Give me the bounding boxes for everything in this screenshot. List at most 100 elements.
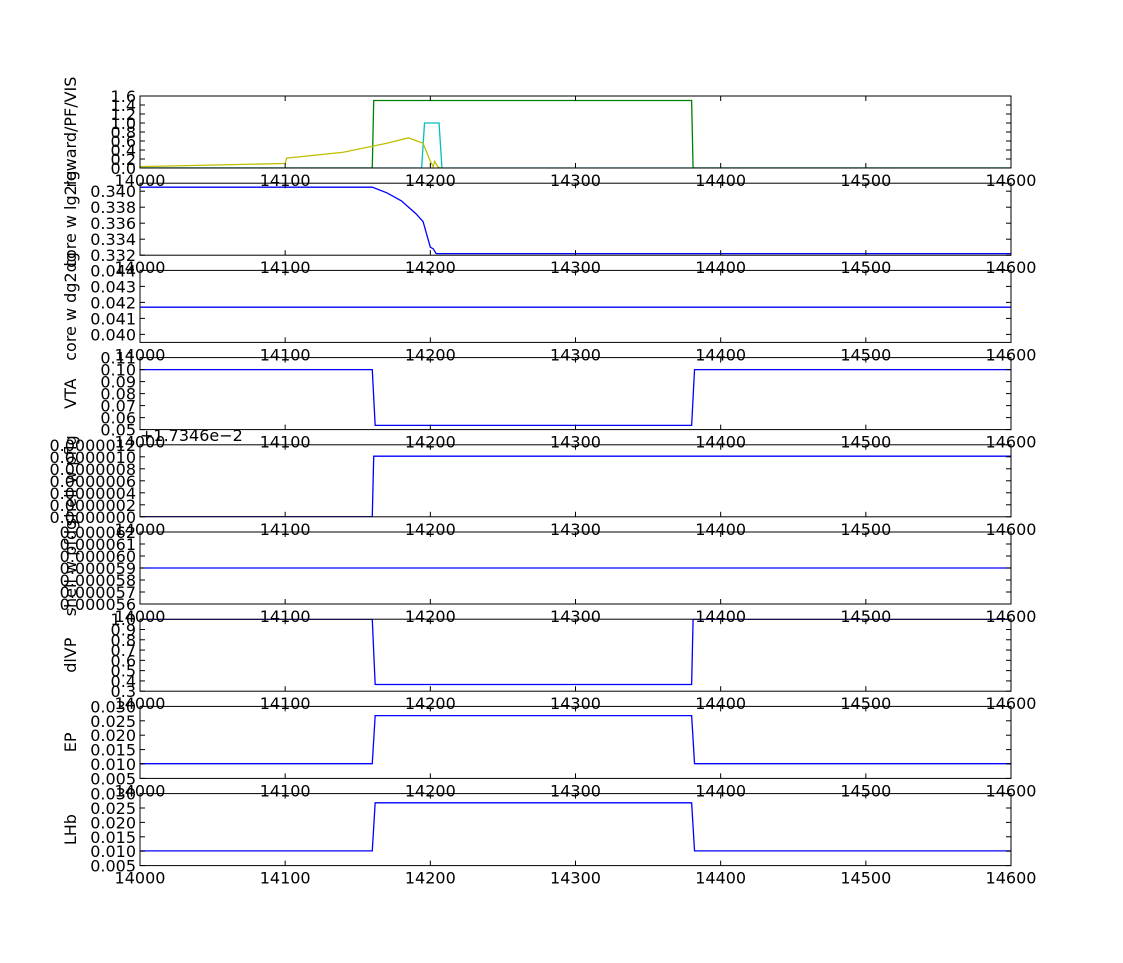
y-tick-label: 0.025 xyxy=(90,799,136,818)
x-tick-label: 14000 xyxy=(115,345,166,364)
subplot: 14000 14100 14200 14300 14400 14500 14600 0.040… xyxy=(61,252,1036,364)
y-tick-label: 0.334 xyxy=(90,230,136,249)
y-axis-label: core w dg2dg xyxy=(61,252,80,361)
subplot: 14000 14100 14200 14300 14400 14500 14600 0.005… xyxy=(61,697,1036,800)
y-tick-label: 0.8 xyxy=(111,123,136,142)
series-line-0 xyxy=(140,619,1011,686)
x-tick-label: 14100 xyxy=(260,520,311,539)
y-tick-label: 0.0000002 xyxy=(49,496,136,515)
x-tick-label: 14600 xyxy=(986,781,1037,800)
y-tick-label: 0.7 xyxy=(111,641,136,660)
y-tick-label: 0.0000004 xyxy=(49,484,136,503)
x-tick-label: 14200 xyxy=(405,258,456,277)
offset-label: +1.7346e−2 xyxy=(140,426,243,445)
y-tick-label: 0.6 xyxy=(111,651,136,670)
y-axis-label: core w lg2lg xyxy=(61,171,80,268)
x-tick-label: 14200 xyxy=(405,781,456,800)
x-tick-label: 14300 xyxy=(550,520,601,539)
x-tick-label: 14500 xyxy=(840,171,891,190)
x-tick-label: 14100 xyxy=(260,694,311,713)
series-line-0 xyxy=(140,99,1011,168)
y-tick-label: 0.8 xyxy=(111,631,136,650)
y-tick-label: 0.005 xyxy=(90,769,136,788)
x-tick-label: 14200 xyxy=(405,520,456,539)
x-tick-label: 14500 xyxy=(840,694,891,713)
y-tick-label: 0.000062 xyxy=(60,523,136,542)
y-axis-label: reward/PF/VIS xyxy=(61,77,80,188)
y-tick-label: 0.06 xyxy=(100,409,136,428)
series-line-2 xyxy=(140,137,441,168)
y-tick-label: 1.2 xyxy=(111,105,136,124)
x-tick-label: 14300 xyxy=(550,607,601,626)
x-tick-label: 14400 xyxy=(695,171,746,190)
y-tick-label: 0.010 xyxy=(90,755,136,774)
y-tick-label: 0.000059 xyxy=(60,559,136,578)
x-tick-label: 14000 xyxy=(115,171,166,190)
x-tick-label: 14600 xyxy=(986,345,1037,364)
y-tick-label: 0.11 xyxy=(100,349,136,368)
y-tick-label: 0.0000012 xyxy=(49,436,136,455)
x-tick-label: 14600 xyxy=(986,433,1037,452)
x-tick-label: 14600 xyxy=(986,520,1037,539)
y-tick-label: 0.020 xyxy=(90,813,136,832)
x-tick-label: 14000 xyxy=(115,607,166,626)
y-tick-label: 1.6 xyxy=(111,87,136,106)
y-tick-label: 0.05 xyxy=(100,421,136,440)
y-tick-label: 0.0000000 xyxy=(49,508,136,527)
subplot: 14000 14100 14200 14300 14400 14500 14600 0.332… xyxy=(61,171,1036,278)
y-tick-label: 0.340 xyxy=(90,182,136,201)
y-tick-label: 0.338 xyxy=(90,198,136,217)
axes-frame xyxy=(139,357,1012,431)
y-tick-label: 0.015 xyxy=(90,741,136,760)
x-tick-label: 14500 xyxy=(840,258,891,277)
x-tick-label: 14500 xyxy=(840,607,891,626)
y-tick-label: 0.4 xyxy=(111,141,136,160)
y-tick-label: 0.2 xyxy=(111,150,136,169)
x-tick-label: 14200 xyxy=(405,171,456,190)
y-tick-label: 0.000060 xyxy=(60,547,136,566)
x-tick-label: 14100 xyxy=(260,345,311,364)
x-tick-label: 14500 xyxy=(840,345,891,364)
series-line-0 xyxy=(140,368,1011,427)
x-tick-label: 14500 xyxy=(840,869,891,888)
y-tick-label: 0.042 xyxy=(90,293,136,312)
x-tick-label: 14400 xyxy=(695,258,746,277)
y-tick-label: 0.4 xyxy=(111,672,136,691)
y-tick-label: 0.5 xyxy=(111,662,136,681)
x-tick-label: 14200 xyxy=(405,345,456,364)
axes-frame xyxy=(139,95,1012,169)
y-tick-label: 0.044 xyxy=(90,261,136,280)
x-tick-label: 14400 xyxy=(695,869,746,888)
x-tick-label: 14300 xyxy=(550,171,601,190)
y-tick-label: 0.015 xyxy=(90,828,136,847)
x-tick-label: 14300 xyxy=(550,781,601,800)
x-tick-label: 14100 xyxy=(260,869,311,888)
series-line-0 xyxy=(140,714,1011,765)
y-tick-label: 0.336 xyxy=(90,214,136,233)
y-tick-label: 0.332 xyxy=(90,246,136,265)
y-axis-label: VTA xyxy=(61,378,80,408)
y-tick-label: 0.000061 xyxy=(60,535,136,554)
subplot: 14000 14100 14200 14300 14400 14500 146000.30.… xyxy=(61,610,1036,713)
x-tick-label: 14300 xyxy=(550,869,601,888)
x-tick-label: 14300 xyxy=(550,258,601,277)
y-axis-label: LHb xyxy=(61,814,80,845)
y-tick-label: 0.030 xyxy=(90,785,136,804)
x-tick-label: 14000 xyxy=(115,258,166,277)
x-tick-label: 14100 xyxy=(260,433,311,452)
y-axis-label: shell w pflg xyxy=(61,435,80,526)
y-tick-label: 0.0 xyxy=(111,159,136,178)
subplot: 14000 14100 14200 14300 14400 14500 14600 0.000… xyxy=(60,520,1037,626)
y-axis-label: shell w pfdg xyxy=(61,520,80,617)
x-tick-label: 14200 xyxy=(405,607,456,626)
subplot: 14000 14100 14200 14300 14400 14500 146000.00.… xyxy=(61,77,1036,190)
x-tick-label: 14600 xyxy=(986,869,1037,888)
x-tick-label: 14600 xyxy=(986,607,1037,626)
axes-frame xyxy=(139,182,1012,256)
y-axis-label: EP xyxy=(61,732,80,752)
x-tick-label: 14000 xyxy=(115,433,166,452)
axes-frame xyxy=(139,618,1012,692)
x-tick-label: 14000 xyxy=(115,781,166,800)
y-tick-label: 0.08 xyxy=(100,385,136,404)
series-line-0 xyxy=(140,455,1011,517)
